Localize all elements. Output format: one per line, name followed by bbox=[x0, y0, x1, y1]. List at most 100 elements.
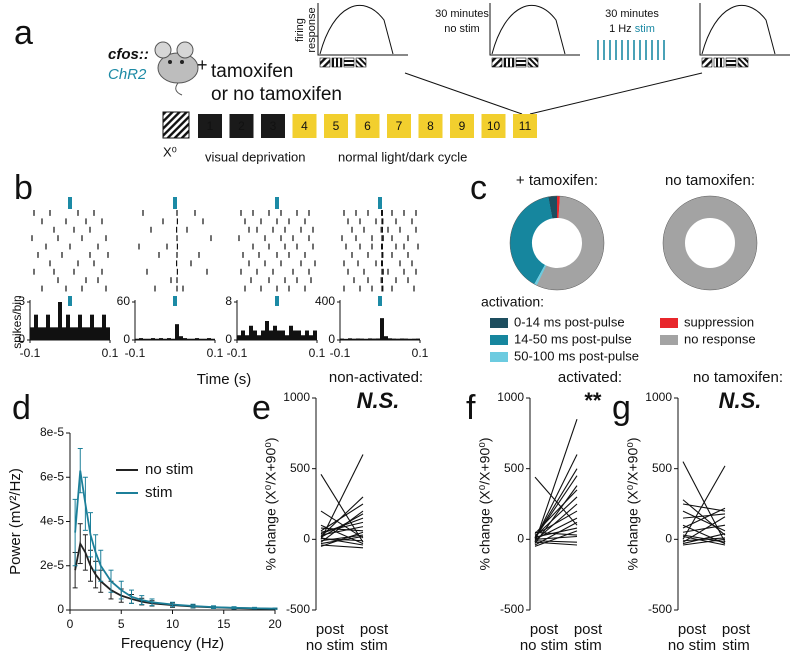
histogram-bar bbox=[376, 338, 380, 340]
paired-line bbox=[534, 510, 578, 536]
histogram-bar bbox=[38, 327, 42, 340]
step-label: no stim bbox=[444, 23, 479, 35]
y-tick-label: 0 bbox=[57, 602, 64, 616]
panel-letter: e bbox=[252, 389, 271, 427]
x-tick-label: 0.1 bbox=[412, 346, 429, 360]
paired-line bbox=[320, 534, 364, 542]
paired-line bbox=[682, 513, 726, 519]
grating-icon bbox=[503, 57, 515, 68]
y-tick-label: 1000 bbox=[283, 390, 310, 404]
x0-label: X⁰ bbox=[163, 144, 177, 159]
grating-icon bbox=[491, 57, 503, 68]
day-label: 1 bbox=[207, 119, 214, 133]
panel-letter: a bbox=[14, 14, 33, 52]
inset-axes bbox=[489, 3, 580, 56]
y-axis-label: Power (mV²/Hz) bbox=[7, 468, 24, 575]
histogram-bar bbox=[273, 325, 277, 340]
paired-line bbox=[320, 544, 364, 549]
stim-word: stim bbox=[635, 23, 655, 35]
connector bbox=[404, 72, 523, 115]
histogram-bar bbox=[82, 327, 86, 340]
day-box bbox=[513, 114, 537, 138]
step-label: 1 Hz stim bbox=[609, 23, 655, 35]
grating-icon bbox=[162, 111, 190, 139]
histogram-bar bbox=[297, 330, 301, 340]
legend-swatch bbox=[660, 335, 678, 345]
y-tick-label: -500 bbox=[500, 602, 524, 616]
x-tick-label: 0.1 bbox=[102, 346, 119, 360]
inset-axes bbox=[699, 3, 790, 56]
histogram-bar bbox=[364, 338, 368, 340]
x-tick-label: post bbox=[530, 621, 559, 638]
histogram-bar bbox=[412, 338, 416, 340]
histogram-bar bbox=[86, 327, 90, 340]
grating-icon bbox=[701, 57, 713, 68]
paired-line bbox=[682, 507, 726, 529]
x-tick-label: 20 bbox=[268, 617, 282, 631]
histogram-bar bbox=[195, 338, 199, 340]
histogram-bar bbox=[281, 330, 285, 340]
histogram-bar bbox=[207, 338, 211, 340]
histogram-bar bbox=[301, 335, 305, 340]
series-line bbox=[74, 470, 276, 610]
y-tick-label: 0 bbox=[517, 532, 524, 546]
step-label: 30 minutes bbox=[605, 8, 659, 20]
paired-line bbox=[682, 537, 726, 542]
histogram-bar bbox=[309, 335, 313, 340]
day-box bbox=[229, 114, 254, 138]
paired-line bbox=[534, 476, 578, 526]
grating-icon bbox=[319, 57, 331, 68]
paired-line bbox=[534, 527, 578, 538]
y-tick-label: 3 bbox=[18, 294, 25, 308]
x-tick-label: no stim bbox=[668, 637, 716, 654]
x-axis-label: Frequency (Hz) bbox=[121, 635, 224, 652]
donut-rim bbox=[662, 195, 758, 291]
legend-label: 14-50 ms post-pulse bbox=[514, 331, 632, 346]
day-label: 3 bbox=[270, 119, 277, 133]
x-tick-label: post bbox=[678, 621, 707, 638]
day-box bbox=[387, 114, 411, 138]
x-tick-label: -0.1 bbox=[330, 346, 351, 360]
paired-line bbox=[320, 531, 364, 547]
y-tick-label: 4e-5 bbox=[40, 514, 64, 528]
histogram-bar bbox=[147, 338, 151, 340]
x-tick-label: -0.1 bbox=[20, 346, 41, 360]
histogram-bar bbox=[277, 330, 281, 340]
day-box bbox=[355, 114, 380, 138]
paired-line bbox=[320, 496, 364, 537]
plus: + bbox=[197, 55, 208, 75]
legend-label: stim bbox=[145, 484, 173, 501]
histogram-bar bbox=[163, 338, 167, 340]
histogram-bar bbox=[293, 330, 297, 340]
day-label: 8 bbox=[427, 119, 434, 133]
paired-line bbox=[320, 513, 364, 538]
histogram-bar bbox=[78, 314, 82, 340]
paired-line bbox=[682, 534, 726, 543]
histogram-bar bbox=[404, 338, 408, 340]
histogram-bar bbox=[191, 338, 195, 340]
y-tick-label: 2e-5 bbox=[40, 558, 64, 572]
histogram-bar bbox=[269, 330, 273, 340]
x-tick-label: post bbox=[722, 621, 751, 638]
histogram-bar bbox=[179, 336, 183, 340]
histogram-bar bbox=[183, 338, 187, 340]
y-tick-label: 500 bbox=[652, 461, 672, 475]
paired-line bbox=[682, 538, 726, 546]
day-box bbox=[324, 114, 348, 138]
grating-icon bbox=[725, 57, 737, 68]
grating-icon bbox=[331, 57, 343, 68]
paired-line bbox=[320, 510, 364, 543]
panel-letter: f bbox=[466, 389, 476, 427]
paired-line bbox=[682, 524, 726, 533]
grating-icon bbox=[527, 57, 539, 68]
histogram-bar bbox=[241, 330, 245, 340]
stim-marker bbox=[173, 197, 177, 209]
paired-line bbox=[534, 535, 578, 540]
histogram-bar bbox=[30, 327, 34, 340]
x-tick-label: 10 bbox=[166, 617, 180, 631]
histogram-bar bbox=[66, 314, 70, 340]
histogram-bar bbox=[289, 325, 293, 340]
x-tick-label: -0.1 bbox=[125, 346, 146, 360]
histogram-bar bbox=[42, 327, 46, 340]
histogram-bar bbox=[261, 330, 265, 340]
